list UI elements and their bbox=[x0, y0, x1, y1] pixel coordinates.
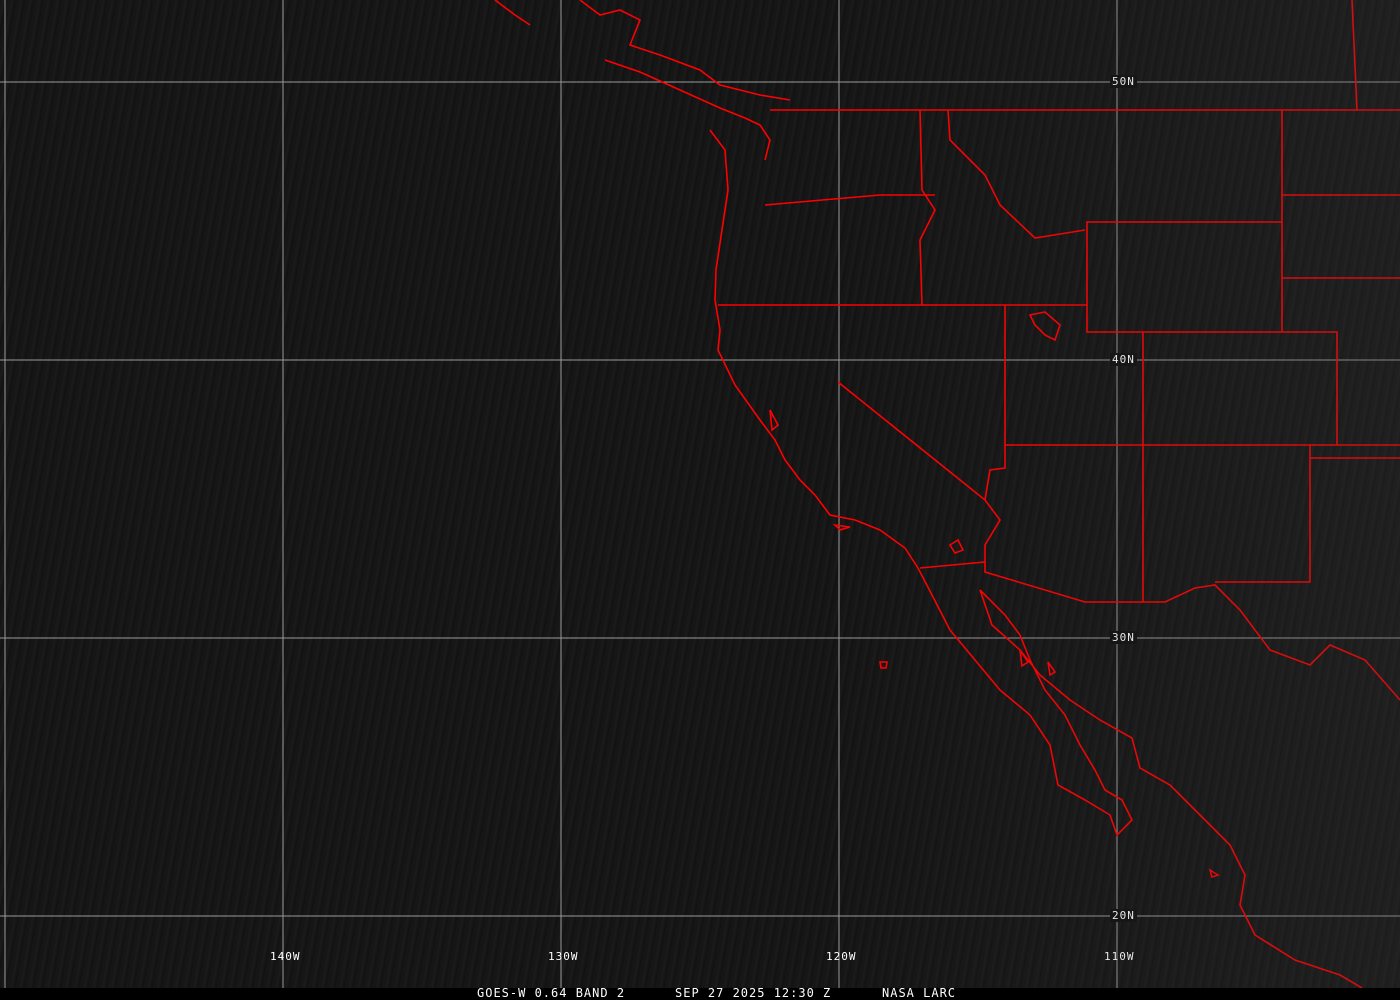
caption-product: GOES-W 0.64 BAND 2 bbox=[477, 986, 626, 1000]
image-caption-bar: GOES-W 0.64 BAND 2 SEP 27 2025 12:30 Z N… bbox=[0, 986, 1400, 1000]
coastline-bc bbox=[494, 0, 791, 161]
coastlines-and-borders bbox=[494, 0, 1400, 988]
lat-label-50n: 50N bbox=[1110, 75, 1137, 88]
islands-and-lakes bbox=[769, 311, 1220, 879]
lon-label-130w: 130W bbox=[548, 950, 579, 963]
state-borders bbox=[718, 109, 1400, 602]
caption-datetime: SEP 27 2025 12:30 Z bbox=[675, 986, 832, 1000]
coastline-west bbox=[709, 129, 1363, 988]
lon-label-140w: 140W bbox=[270, 950, 301, 963]
lat-label-30n: 30N bbox=[1110, 631, 1137, 644]
lat-label-40n: 40N bbox=[1110, 353, 1137, 366]
us-canada-border bbox=[770, 0, 1400, 111]
caption-source: NASA LARC bbox=[882, 986, 957, 1000]
us-mexico-border bbox=[919, 561, 1400, 701]
lon-label-120w: 120W bbox=[826, 950, 857, 963]
lon-label-110w: 110W bbox=[1104, 950, 1135, 963]
lat-label-20n: 20N bbox=[1110, 909, 1137, 922]
